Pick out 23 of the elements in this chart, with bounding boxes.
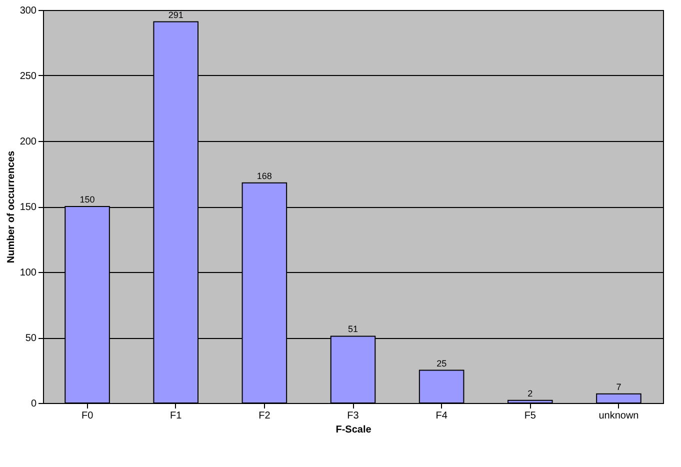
x-axis-title: F-Scale bbox=[336, 424, 372, 436]
data-label: 168 bbox=[256, 170, 272, 181]
x-tick-label: F3 bbox=[347, 410, 360, 422]
data-label: 2 bbox=[528, 388, 533, 398]
data-label: 7 bbox=[616, 382, 622, 392]
x-tick-label: F2 bbox=[258, 410, 271, 422]
data-label: 150 bbox=[80, 194, 95, 204]
y-tick-label: 300 bbox=[20, 6, 37, 16]
data-label: 51 bbox=[348, 324, 358, 334]
y-tick-label: 100 bbox=[20, 268, 37, 278]
x-tick-label: F1 bbox=[170, 410, 182, 422]
y-axis-title: Number of occurrences bbox=[6, 150, 17, 264]
y-tick-label: 200 bbox=[20, 136, 37, 148]
y-tick-label: 250 bbox=[20, 71, 37, 82]
x-tick-label: F0 bbox=[81, 410, 94, 422]
y-tick-label: 50 bbox=[25, 333, 37, 344]
x-tick-label: unknown bbox=[598, 410, 639, 422]
y-tick-label: 0 bbox=[30, 398, 37, 410]
x-tick-label: F5 bbox=[524, 410, 536, 422]
x-tick-label: F4 bbox=[436, 410, 448, 422]
y-tick-label: 150 bbox=[20, 202, 37, 213]
data-label: 291 bbox=[168, 10, 184, 20]
data-label: 25 bbox=[436, 358, 447, 368]
